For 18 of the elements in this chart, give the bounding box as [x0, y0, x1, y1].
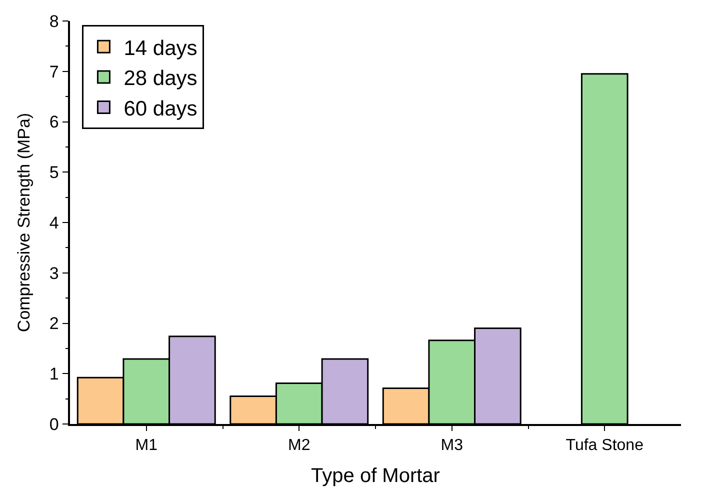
legend-label: 28 days — [124, 67, 198, 90]
x-axis-title: Type of Mortar — [311, 464, 440, 487]
legend-label: 14 days — [124, 36, 198, 60]
x-tick-label: M1 — [135, 436, 158, 454]
y-tick-label: 3 — [49, 264, 59, 283]
y-tick-label: 1 — [49, 364, 59, 384]
x-tick-label: M3 — [440, 436, 464, 454]
legend-label: 60 days — [124, 97, 198, 120]
y-tick-label: 0 — [49, 414, 59, 434]
y-tick-label: 5 — [49, 163, 59, 182]
y-tick-label: 8 — [49, 12, 59, 31]
y-tick-label: 4 — [49, 213, 59, 232]
x-tick-label: M2 — [288, 436, 310, 454]
y-tick-label: 7 — [49, 62, 59, 82]
y-axis-title: Compressive Strength (MPa) — [14, 112, 34, 332]
y-tick-label: 2 — [49, 314, 59, 334]
y-tick-label: 6 — [49, 112, 59, 132]
x-tick-label: Tufa Stone — [566, 436, 644, 454]
